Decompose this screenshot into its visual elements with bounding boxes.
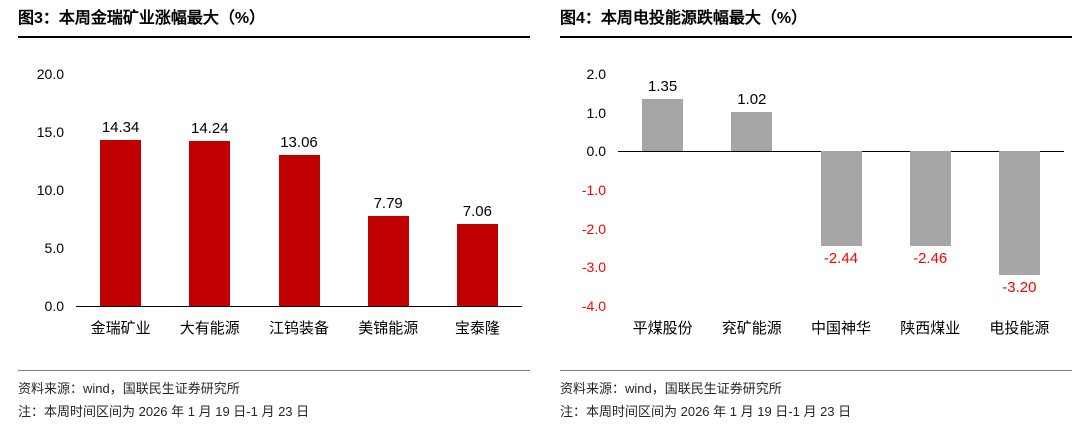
source-text: 资料来源：wind，国联民生证券研究所	[560, 381, 782, 396]
footer-divider	[560, 370, 1072, 371]
x-axis-category-label: 江钨装备	[269, 320, 330, 337]
x-axis-category-label: 宝泰隆	[454, 320, 500, 337]
x-axis-category-label: 大有能源	[179, 320, 240, 337]
source-text: 资料来源：wind，国联民生证券研究所	[18, 381, 240, 396]
y-axis-tick-label: 0.0	[586, 143, 606, 160]
chart-title: 图4：本周电投能源跌幅最大（%）	[560, 8, 1072, 38]
bar-value-label: 7.06	[462, 203, 492, 221]
bar-value-label: -2.46	[913, 250, 948, 268]
bar-4	[456, 224, 498, 306]
x-axis-category-label: 平煤股份	[632, 320, 693, 337]
x-axis-category-label: 陕西煤业	[900, 320, 961, 337]
bar-0	[642, 99, 684, 152]
y-axis-tick-label: -3.0	[581, 259, 606, 276]
bar-1	[189, 140, 231, 306]
chart-title: 图3：本周金瑞矿业涨幅最大（%）	[18, 8, 530, 38]
bar-value-label: 13.06	[280, 133, 318, 151]
y-axis-tick-label: -1.0	[581, 182, 606, 198]
y-axis-tick-label: 2.0	[586, 66, 606, 82]
x-axis-category-label: 中国神华	[811, 320, 872, 337]
x-axis-line	[76, 306, 522, 307]
bar-0	[100, 139, 142, 306]
bar-value-label: 1.35	[647, 78, 678, 96]
bar-value-label: -3.20	[1002, 279, 1037, 297]
bar-3	[367, 215, 409, 306]
note-text: 注：本周时间区间为 2026 年 1 月 19 日-1 月 23 日	[18, 404, 310, 419]
panel-chart-3: 图3：本周金瑞矿业涨幅最大（%） 0.0 5.0 10.0 15.0 20.0 14.34…	[18, 8, 530, 419]
bar-3	[909, 151, 951, 247]
x-axis-category-labels: 平煤股份 兖矿能源 中国神华 陕西煤业 电投能源	[618, 320, 1064, 338]
bar-value-label: 14.24	[191, 119, 229, 137]
y-axis-tick-label: 10.0	[36, 182, 64, 198]
y-axis-tick-label: 1.0	[586, 104, 606, 121]
x-axis-category-labels: 金瑞矿业 大有能源 江钨装备 美锦能源 宝泰隆	[76, 320, 522, 338]
bar-1	[731, 111, 773, 152]
bar-chart-weekly-gainers: 0.0 5.0 10.0 15.0 20.0 14.34 14.24 13.06 7.79 7.0…	[18, 66, 530, 314]
note-text: 注：本周时间区间为 2026 年 1 月 19 日-1 月 23 日	[560, 404, 852, 419]
bar-value-label: 14.34	[101, 118, 140, 136]
bar-value-label: -2.44	[823, 249, 859, 267]
x-axis-category-label: 兖矿能源	[721, 320, 782, 337]
bar-value-label: 1.02	[737, 90, 767, 108]
footer-divider	[18, 370, 530, 371]
y-axis-tick-label: -2.0	[581, 220, 606, 237]
panel-chart-4: 图4：本周电投能源跌幅最大（%） -4.0 -3.0 -2.0 -1.0 0.0 1.0 2…	[560, 8, 1072, 419]
bar-4	[998, 151, 1040, 276]
bar-chart-weekly-losers: -4.0 -3.0 -2.0 -1.0 0.0 1.0 2.0 1.35 1.02 -2.44 -2…	[560, 66, 1072, 314]
y-axis-tick-label: -4.0	[581, 298, 606, 314]
bar-value-label: 7.79	[373, 194, 403, 212]
bar-2	[820, 151, 862, 246]
bar-2	[278, 154, 320, 306]
y-axis-tick-label: 5.0	[44, 240, 64, 256]
x-axis-category-label: 金瑞矿业	[90, 320, 151, 337]
y-axis-tick-label: 20.0	[36, 66, 64, 82]
y-axis-tick-label: 0.0	[44, 298, 64, 314]
x-axis-category-label: 电投能源	[989, 320, 1050, 337]
x-axis-category-label: 美锦能源	[358, 320, 419, 337]
y-axis-tick-label: 15.0	[36, 124, 64, 140]
